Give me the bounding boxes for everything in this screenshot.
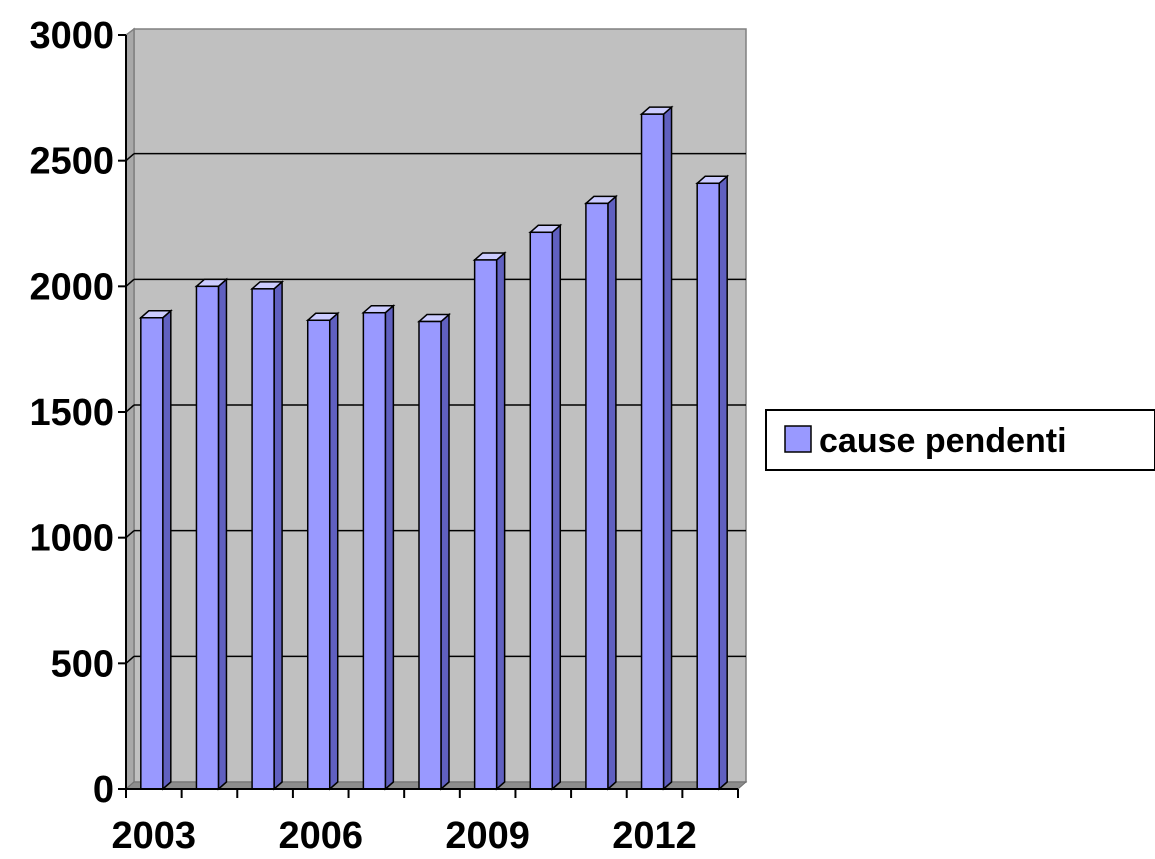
bar-front [306,319,331,790]
gridline-diag [125,655,135,664]
bar-front [529,231,554,790]
bar-front [251,288,275,790]
bar-side [328,311,339,791]
y-axis-ticks: 0 500 1000 1500 2000 2500 3000 [29,15,126,811]
bar [250,280,285,791]
gridline-diag [125,404,135,413]
bar-front [418,320,442,790]
bar-side [495,251,506,791]
bar [194,277,229,791]
bar-front [473,259,498,790]
x-tick-label: 2012 [612,815,697,857]
bar-front [585,202,609,790]
bar [472,251,507,791]
bar [305,311,340,791]
y-tick-label: 3000 [29,15,114,57]
bar-front [140,317,164,790]
bar [583,194,618,791]
bar [417,312,451,791]
x-tick-label: 2009 [445,815,530,857]
bar-side [384,304,395,791]
y-tick-label: 1500 [29,392,114,434]
bar [361,304,396,791]
bar-front [696,182,720,790]
y-tick-label: 0 [93,769,114,811]
gridline-diag [125,530,135,539]
bar-front [362,311,387,790]
bar [138,309,173,791]
bar-side [551,223,562,791]
legend: cause pendenti [765,409,1155,471]
legend-box [765,409,1155,471]
bar-side [718,174,728,791]
y-tick-label: 2500 [29,141,114,183]
bar-side [217,277,228,791]
legend-swatch [784,425,812,453]
y-tick-label: 2000 [29,266,114,308]
x-tick-label: 2003 [112,815,197,857]
x-axis-ticks: 2003 2006 2009 2012 [112,789,739,857]
x-tick-label: 2006 [278,815,363,857]
bar-side [607,194,617,791]
bars [138,105,730,791]
bar-front [195,285,220,790]
bar-side [273,280,283,791]
y-tick-label: 1000 [29,518,114,560]
bar-side [662,105,673,791]
bar-side [440,312,450,791]
bar [695,174,730,791]
gridline-diag [125,153,135,162]
gridline-diag [125,278,135,287]
legend-label: cause pendenti [819,422,1067,460]
bar [639,105,674,791]
y-tick-label: 500 [51,643,114,685]
bar-front [640,113,665,790]
bar [528,223,563,791]
bar-side [162,309,172,791]
